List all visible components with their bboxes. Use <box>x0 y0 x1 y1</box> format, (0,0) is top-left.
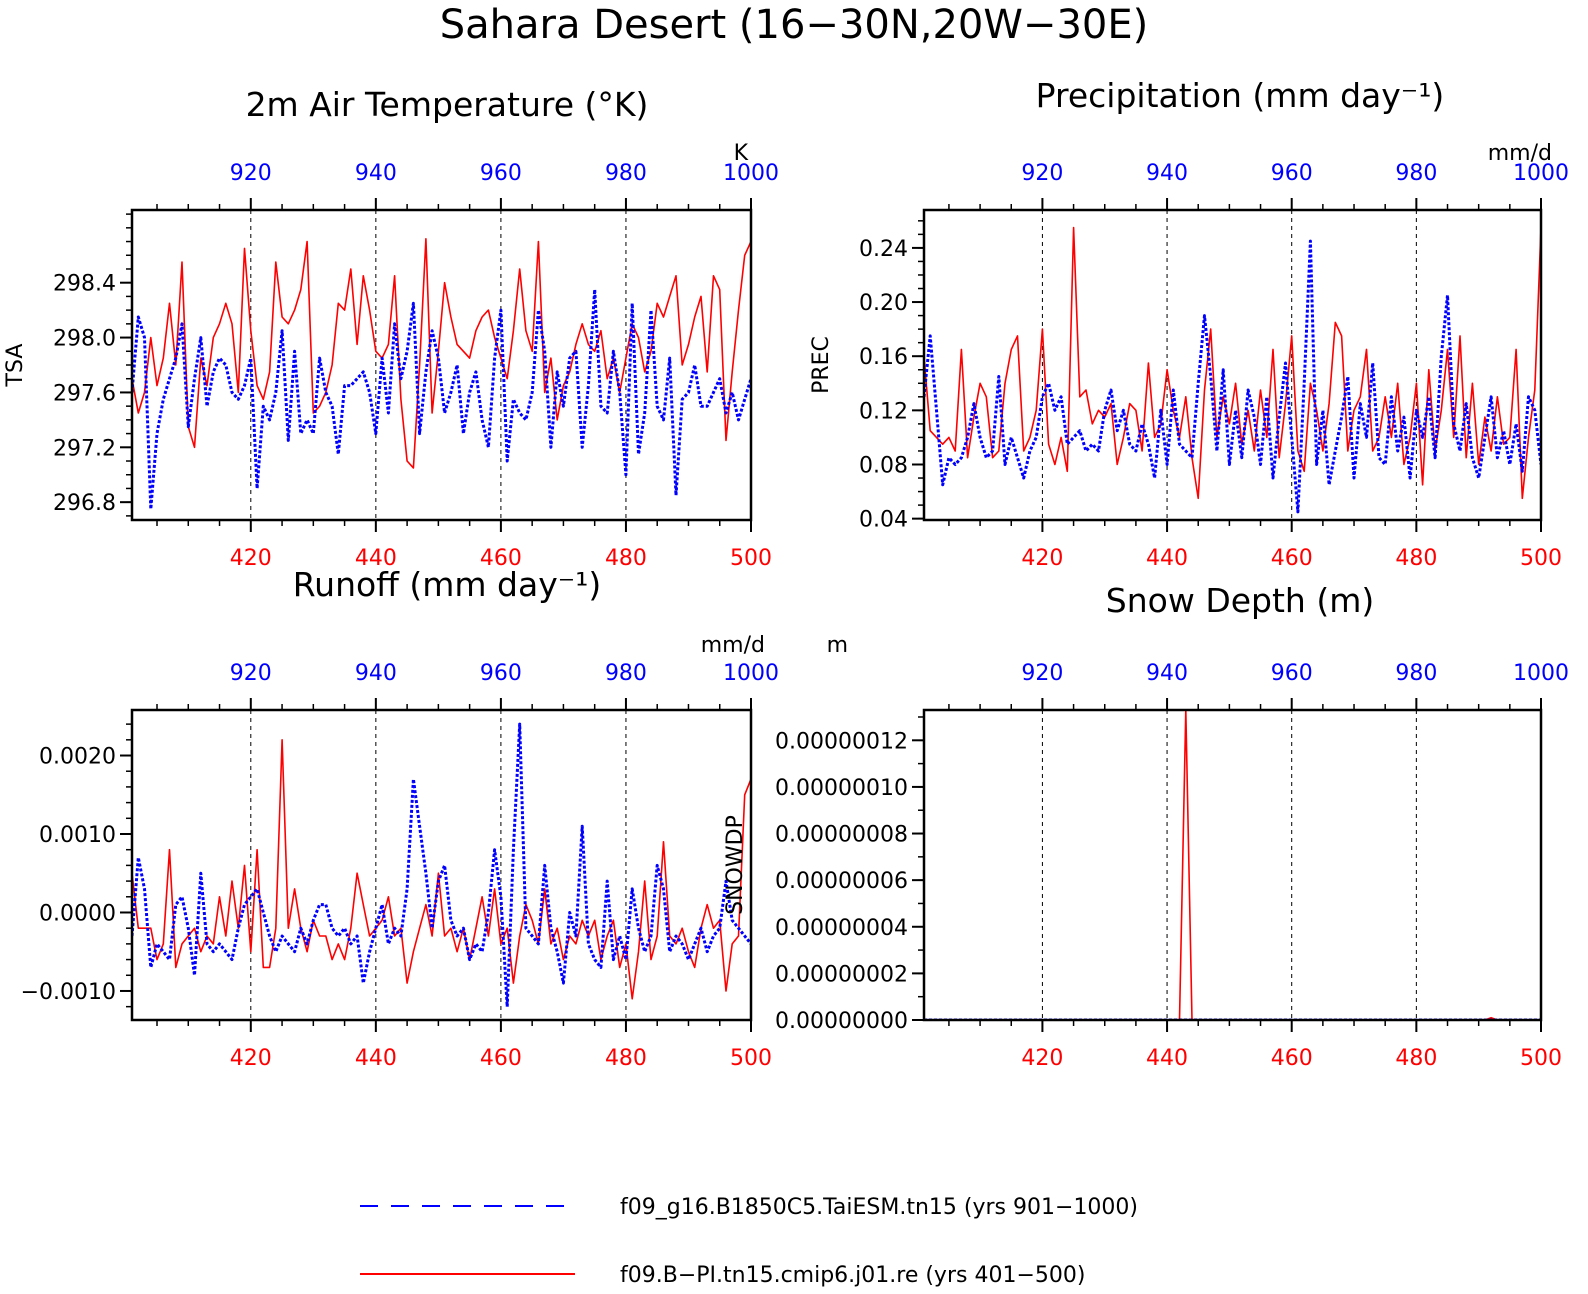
x-tick-label-top: 980 <box>1395 161 1437 186</box>
x-tick-label-top: 920 <box>230 161 272 186</box>
units-label: mm/d <box>701 633 765 658</box>
legend-label-red: f09.B−PI.tn15.cmip6.j01.re (yrs 401−500) <box>620 1263 1085 1288</box>
x-tick-label-bottom: 480 <box>605 546 647 571</box>
x-tick-label-bottom: 440 <box>355 546 397 571</box>
legend-label-blue: f09_g16.B1850C5.TaiESM.tn15 (yrs 901−100… <box>620 1195 1138 1220</box>
x-tick-label-bottom: 420 <box>230 546 272 571</box>
x-tick-label-top: 940 <box>355 161 397 186</box>
units-label: K <box>734 141 749 166</box>
x-tick-label-bottom: 440 <box>355 1046 397 1071</box>
x-tick-label-top: 1000 <box>1513 161 1569 186</box>
y-tick-label: 0.00000000 <box>775 1009 908 1034</box>
x-tick-label-bottom: 500 <box>730 1046 772 1071</box>
x-tick-label-bottom: 500 <box>1520 1046 1562 1071</box>
panel-title: Runoff (mm day⁻¹) <box>293 565 602 604</box>
y-tick-label: 0.20 <box>859 291 908 316</box>
x-tick-label-top: 980 <box>1395 661 1437 686</box>
y-tick-label: 0.16 <box>859 345 908 370</box>
series-line-blue <box>132 288 751 511</box>
x-tick-label-top: 1000 <box>723 661 779 686</box>
panel-title: Precipitation (mm day⁻¹) <box>1036 76 1445 115</box>
y-tick-label: 0.0010 <box>39 823 116 848</box>
plot-frame <box>922 708 1543 1022</box>
x-tick-label-top: 980 <box>605 161 647 186</box>
y-axis-label: TSA <box>3 344 28 388</box>
y-axis-label: SNOWDP <box>723 815 748 915</box>
panel-2: Precipitation (mm day⁻¹) mm/d PREC 420 440 46… <box>809 76 1569 571</box>
y-tick-label: 0.00000006 <box>775 869 908 894</box>
y-tick-label: 298.4 <box>53 272 116 297</box>
y-tick-label: 0.04 <box>859 508 908 533</box>
x-tick-label-bottom: 480 <box>1395 1046 1437 1071</box>
x-tick-label-top: 960 <box>480 661 522 686</box>
y-tick-label: 0.0020 <box>39 745 116 770</box>
y-tick-label: 0.08 <box>859 453 908 478</box>
panel-1: 2m Air Temperature (°K) K TSA 420 440 460 480 5… <box>3 85 779 571</box>
panels: 2m Air Temperature (°K) K TSA 420 440 460 480 5… <box>3 76 1569 1071</box>
series-line-red <box>132 238 751 469</box>
y-tick-label: −0.0010 <box>21 980 116 1005</box>
x-tick-label-bottom: 460 <box>480 546 522 571</box>
x-tick-label-bottom: 480 <box>1395 546 1437 571</box>
x-tick-label-top: 920 <box>1021 661 1063 686</box>
x-tick-label-top: 940 <box>1146 161 1188 186</box>
x-tick-label-bottom: 480 <box>605 1046 647 1071</box>
plot-frame <box>922 208 1543 522</box>
x-tick-label-bottom: 420 <box>1021 1046 1063 1071</box>
x-tick-label-top: 960 <box>1271 161 1313 186</box>
series-line-red <box>132 738 751 1000</box>
x-tick-label-bottom: 460 <box>1271 546 1313 571</box>
series-line-red <box>924 710 1541 1020</box>
x-tick-label-bottom: 440 <box>1146 1046 1188 1071</box>
legend: f09_g16.B1850C5.TaiESM.tn15 (yrs 901−100… <box>360 1195 1138 1288</box>
series-line-blue <box>132 722 751 1009</box>
panel-4: Snow Depth (m) m SNOWDP 420 440 460 480 500 920 9… <box>723 581 1569 1071</box>
units-label: mm/d <box>1488 141 1552 166</box>
y-tick-label: 297.2 <box>53 436 116 461</box>
y-tick-label: 0.00000012 <box>775 729 908 754</box>
x-tick-label-bottom: 420 <box>1021 546 1063 571</box>
y-tick-label: 0.12 <box>859 399 908 424</box>
y-tick-label: 0.00000002 <box>775 962 908 987</box>
x-tick-label-top: 920 <box>230 661 272 686</box>
y-tick-label: 0.00000008 <box>775 823 908 848</box>
y-tick-label: 297.6 <box>53 381 116 406</box>
x-tick-label-top: 940 <box>1146 661 1188 686</box>
panel-3: Runoff (mm day⁻¹) mm/d 420 440 460 480 500 920 9… <box>21 565 779 1071</box>
units-label: m <box>827 633 848 658</box>
y-tick-label: 298.0 <box>53 327 116 352</box>
x-tick-label-bottom: 440 <box>1146 546 1188 571</box>
x-tick-label-bottom: 460 <box>1271 1046 1313 1071</box>
x-tick-label-top: 1000 <box>1513 661 1569 686</box>
panel-title: Snow Depth (m) <box>1106 581 1374 620</box>
x-tick-label-top: 960 <box>480 161 522 186</box>
y-tick-label: 0.00000004 <box>775 916 908 941</box>
series-line-red <box>924 226 1541 500</box>
plot-frame <box>130 708 753 1022</box>
x-tick-label-bottom: 500 <box>730 546 772 571</box>
y-tick-label: 0.0000 <box>39 901 116 926</box>
panel-title: 2m Air Temperature (°K) <box>246 85 649 124</box>
plot-frame <box>130 208 753 522</box>
x-tick-label-bottom: 500 <box>1520 546 1562 571</box>
y-tick-label: 0.24 <box>859 237 908 262</box>
figure-title: Sahara Desert (16−30N,20W−30E) <box>440 2 1148 48</box>
y-tick-label: 296.8 <box>53 491 116 516</box>
x-tick-label-top: 940 <box>355 661 397 686</box>
x-tick-label-top: 980 <box>605 661 647 686</box>
x-tick-label-bottom: 460 <box>480 1046 522 1071</box>
x-tick-label-bottom: 420 <box>230 1046 272 1071</box>
x-tick-label-top: 1000 <box>723 161 779 186</box>
y-axis-label: PREC <box>809 336 834 394</box>
series-line-blue <box>924 239 1541 514</box>
x-tick-label-top: 960 <box>1271 661 1313 686</box>
y-tick-label: 0.00000010 <box>775 776 908 801</box>
x-tick-label-top: 920 <box>1021 161 1063 186</box>
